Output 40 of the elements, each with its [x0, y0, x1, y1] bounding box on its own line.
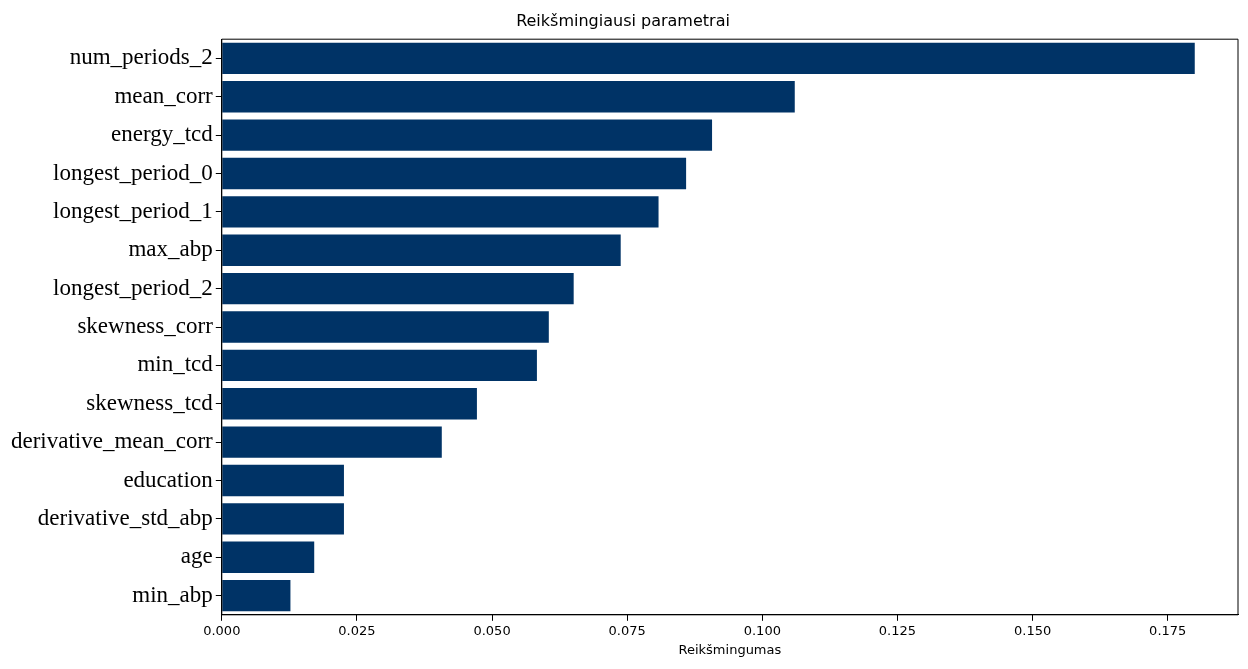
y-tick-label: skewness_tcd [86, 389, 214, 415]
x-tick-label: 0.075 [608, 622, 646, 638]
y-tick-label: age [180, 543, 213, 569]
y-tick-label: education [123, 466, 214, 492]
chart-title: Reikšmingiausi parametrai [516, 10, 730, 30]
bar [222, 503, 344, 535]
y-tick-label: skewness_corr [77, 313, 214, 339]
bar [222, 311, 549, 343]
bar [222, 541, 315, 573]
y-tick-label: longest_period_2 [53, 274, 213, 300]
x-tick-label: 0.125 [878, 622, 917, 638]
y-tick-label: mean_corr [114, 82, 214, 108]
x-tick-label: 0.100 [743, 622, 781, 638]
y-tick-label: derivative_mean_corr [10, 428, 214, 454]
bar [222, 157, 687, 190]
y-tick-label: energy_tcd [111, 121, 214, 147]
y-tick-label: derivative_std_abp [37, 504, 213, 530]
bar [222, 42, 1195, 75]
x-tick-label: 0.000 [203, 622, 241, 638]
bar [222, 464, 344, 497]
x-tick-label: 0.150 [1013, 622, 1052, 638]
bar [222, 388, 477, 420]
x-tick-label: 0.050 [473, 622, 511, 638]
x-tick-label: 0.025 [338, 622, 376, 638]
bar [222, 349, 537, 382]
x-tick-label: 0.175 [1149, 622, 1187, 638]
bar [222, 426, 442, 458]
y-tick-label: longest_period_0 [53, 159, 213, 185]
y-tick-label: max_abp [128, 236, 213, 262]
x-axis-title: Reikšmingumas [678, 641, 782, 657]
y-tick-label: min_tcd [137, 351, 214, 377]
y-tick-label: num_periods_2 [69, 44, 213, 70]
bar [222, 272, 574, 305]
y-tick-label: longest_period_1 [53, 197, 213, 223]
bar [222, 119, 713, 151]
bar [222, 234, 621, 266]
bar [222, 196, 659, 228]
y-tick-label: min_abp [132, 581, 213, 607]
bar [222, 81, 795, 113]
bar [222, 579, 291, 612]
